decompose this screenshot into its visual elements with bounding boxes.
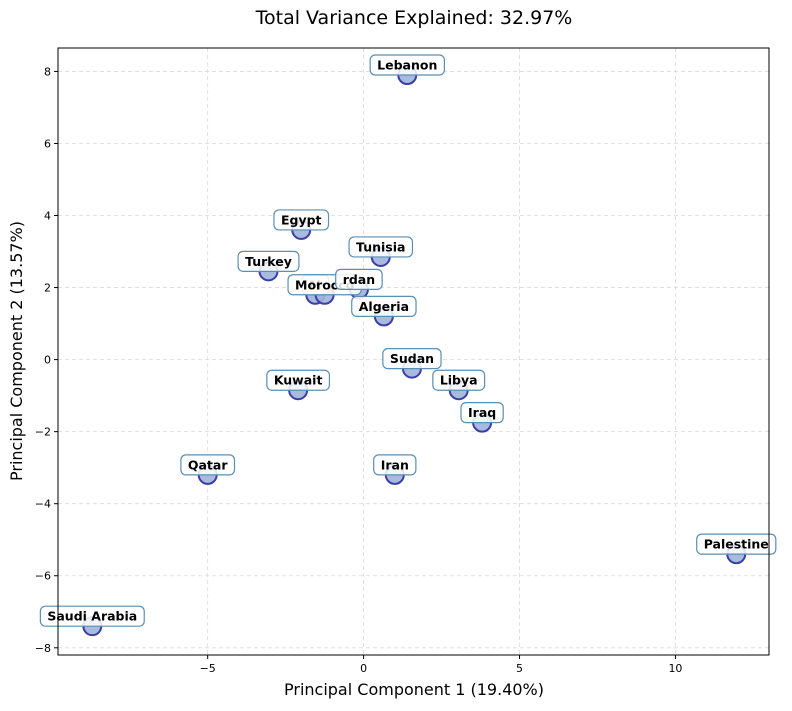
y-axis-title: Principal Component 2 (13.57%)	[7, 221, 26, 481]
point-label-qatar: Qatar	[180, 454, 236, 476]
label-box	[180, 454, 236, 476]
label-layer: LebanonEgyptTunisiaTurkeyMMoroccordanAlg…	[39, 54, 777, 627]
label-text: Iraq	[468, 405, 496, 420]
label-text: rdan	[343, 272, 375, 287]
label-text: Palestine	[704, 537, 769, 552]
point-label-turkey: Turkey	[237, 250, 300, 272]
label-text: Kuwait	[274, 373, 323, 388]
label-text: Egypt	[281, 212, 322, 227]
label-text: Saudi Arabia	[47, 609, 137, 624]
y-tick-label: 2	[44, 282, 51, 295]
label-box	[432, 369, 486, 391]
y-tick-label: 6	[44, 137, 51, 150]
point-label-algeria: Algeria	[351, 295, 417, 317]
grid-layer	[58, 48, 769, 655]
plot-frame	[57, 47, 770, 656]
label-text: Qatar	[188, 457, 228, 472]
label-box	[382, 348, 442, 370]
chart-title: Total Variance Explained: 32.97%	[255, 7, 573, 29]
label-text: Algeria	[359, 299, 409, 314]
y-tick-label: −8	[35, 642, 51, 655]
point-label-sudan: Sudan	[382, 348, 442, 370]
point-label-libya: Libya	[432, 369, 486, 391]
label-box	[335, 268, 383, 290]
point-label-kuwait: Kuwait	[266, 369, 331, 391]
y-tick-label: 0	[44, 354, 51, 367]
point-label-iraq: Iraq	[460, 402, 504, 424]
label-box	[348, 236, 414, 258]
x-tick-label: 5	[516, 662, 523, 675]
y-tick-label: 8	[44, 65, 51, 78]
label-box	[351, 295, 417, 317]
tick-layer: −5 0 5 10 −8 −6 −4 −2 0 2 4 6 8	[35, 65, 683, 675]
point-label-lebanon: Lebanon	[369, 54, 445, 76]
label-box	[266, 369, 331, 391]
point-label-palestine: Palestine	[696, 533, 777, 555]
x-tick-label: 0	[360, 662, 367, 675]
y-tick-label: −6	[35, 570, 51, 583]
y-tick-label: −4	[35, 498, 51, 511]
x-tick-label: 10	[668, 662, 682, 675]
label-text: Turkey	[245, 254, 292, 269]
label-text: Lebanon	[377, 58, 437, 73]
point-label-tunisia: Tunisia	[348, 236, 414, 258]
point-label-saudi-arabia: Saudi Arabia	[39, 605, 145, 627]
label-text: Sudan	[390, 351, 434, 366]
x-tick-label: −5	[200, 662, 216, 675]
label-box	[39, 605, 145, 627]
label-box	[369, 54, 445, 76]
y-tick-label: 4	[44, 210, 51, 223]
label-box	[460, 402, 504, 424]
label-text: Tunisia	[356, 239, 405, 254]
x-axis-title: Principal Component 1 (19.40%)	[284, 680, 544, 699]
label-box	[237, 250, 300, 272]
label-box	[696, 533, 777, 555]
y-tick-label: −2	[35, 426, 51, 439]
label-text: Libya	[440, 373, 478, 388]
point-label-iran: Iran	[373, 454, 417, 476]
label-box	[273, 209, 330, 231]
label-text: Iran	[381, 457, 409, 472]
point-label-egypt: Egypt	[273, 209, 330, 231]
point-label-jordan: rdan	[335, 268, 383, 290]
label-box	[373, 454, 417, 476]
